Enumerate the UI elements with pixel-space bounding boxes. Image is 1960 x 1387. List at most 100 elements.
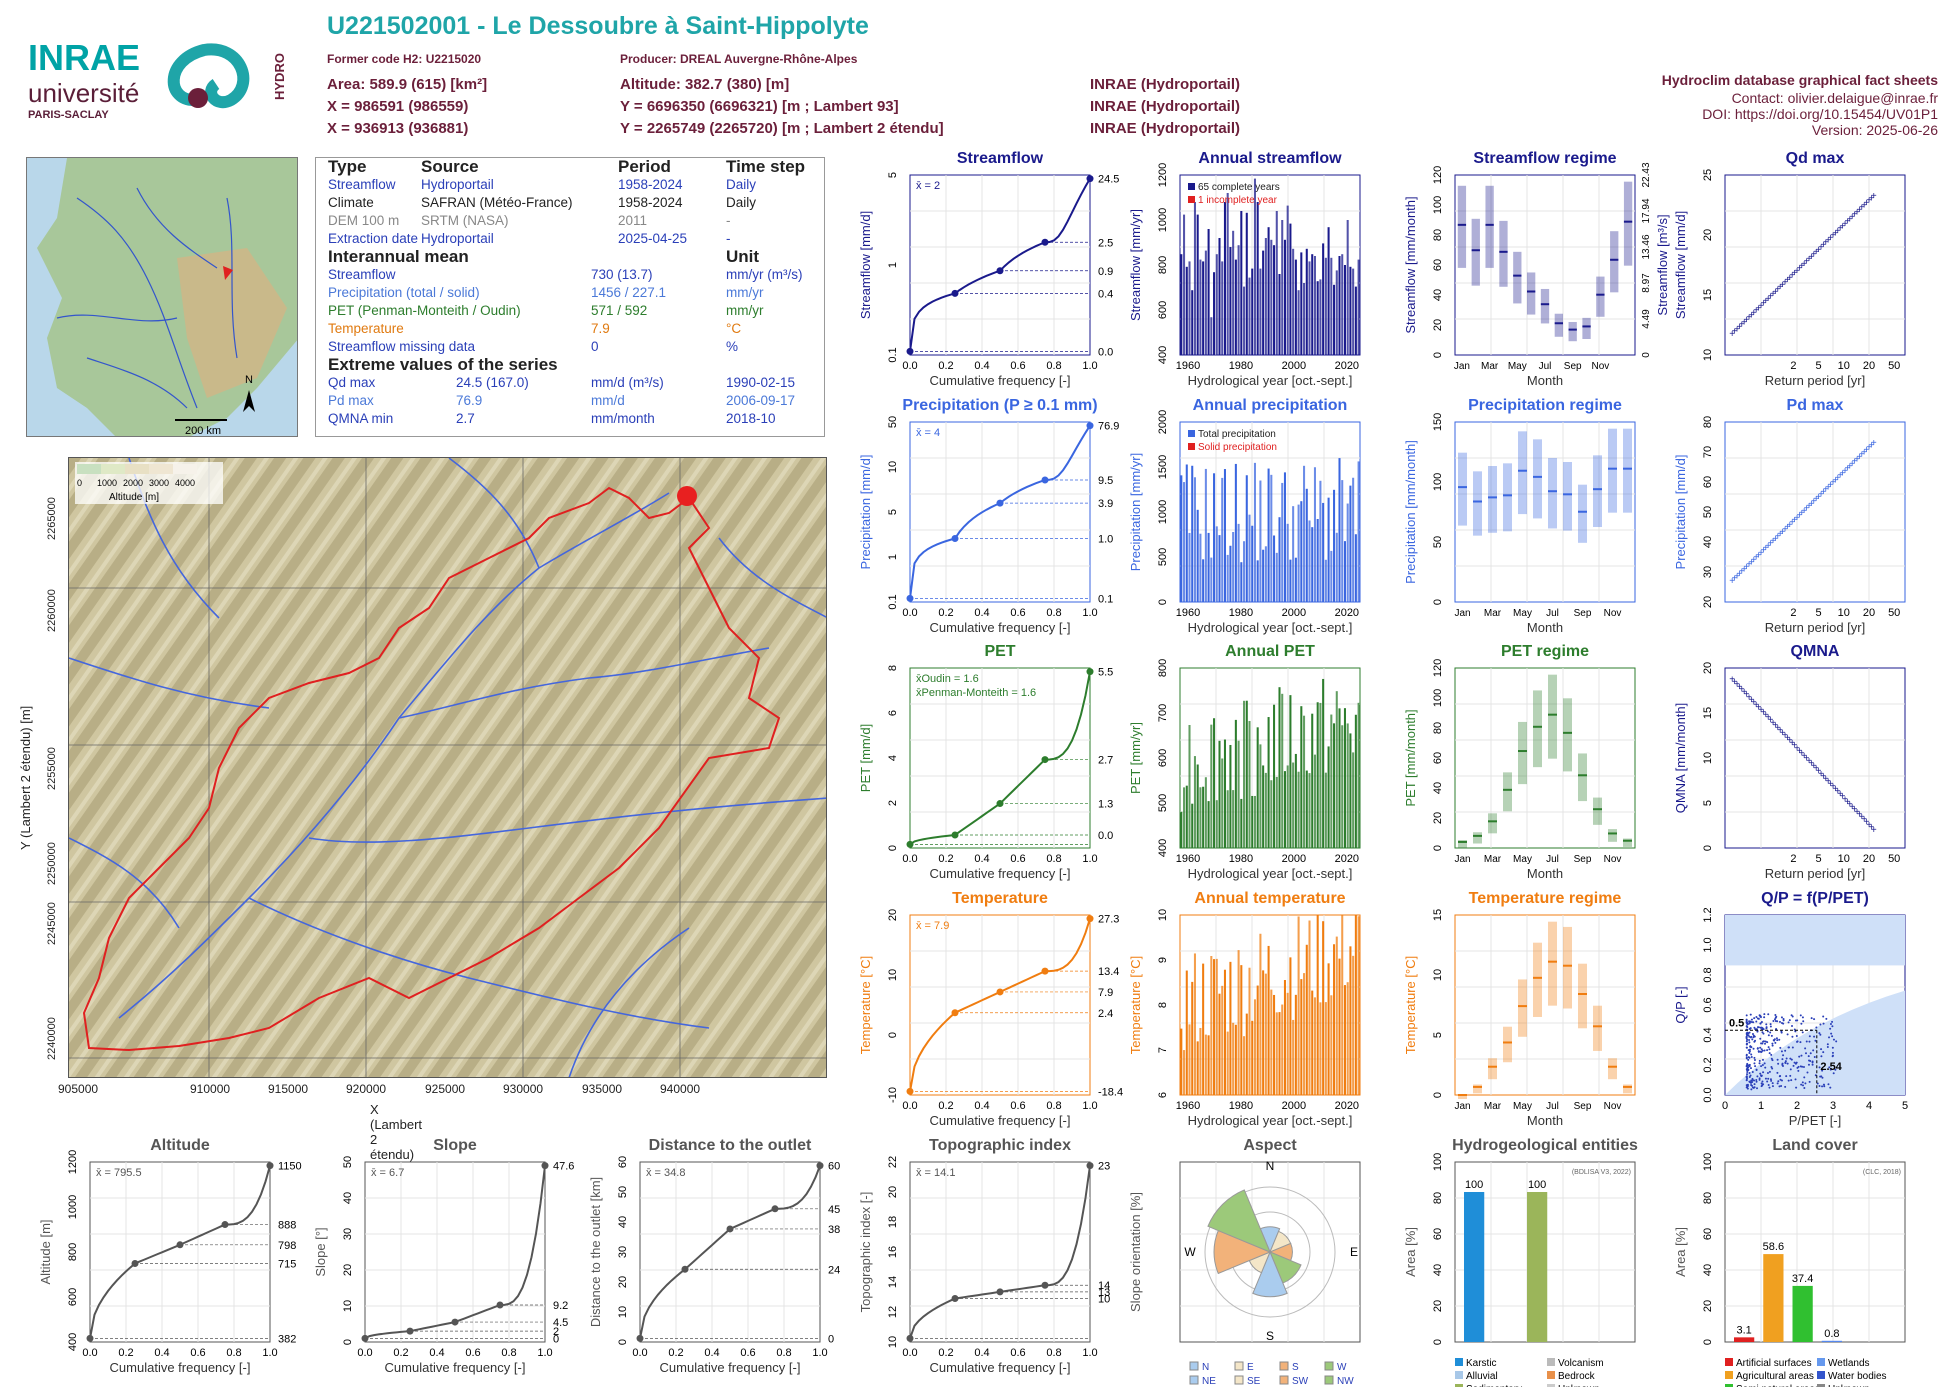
- legend-label: Wetlands: [1828, 1358, 1870, 1369]
- chart-title: Slope: [433, 1137, 477, 1154]
- bar: [1308, 773, 1311, 848]
- db-title: Hydroclim database graphical fact sheets: [1661, 72, 1938, 88]
- data-point: [1800, 1083, 1803, 1086]
- bar: [1213, 959, 1216, 1095]
- data-point: [1764, 1077, 1767, 1080]
- data-point: +: [1746, 560, 1752, 571]
- y-tick: 6: [887, 710, 899, 716]
- x-tick: 0.4: [974, 360, 989, 372]
- mean-value: 730 (13.7): [591, 267, 653, 282]
- plot-frame: [1454, 174, 1636, 356]
- data-point: +: [1770, 718, 1776, 729]
- data-point: +: [1856, 452, 1862, 463]
- data-point: +: [1828, 480, 1834, 491]
- x-axis-label: Hydrological year [oct.-sept.]: [1188, 620, 1353, 635]
- data-point: [1746, 1031, 1749, 1034]
- y-tick: 0: [1157, 599, 1169, 605]
- legend-swatch: [1455, 1371, 1463, 1379]
- plot-frame: [909, 421, 1091, 603]
- data-point: [1757, 1050, 1760, 1053]
- mean-unit: mm/yr: [726, 303, 764, 318]
- data-point: [1829, 1023, 1832, 1026]
- plot-area: Return period [yr] Streamflow [mm/d] 10 15 2…: [1673, 169, 1906, 388]
- data-point: [1791, 1025, 1794, 1028]
- y-tick: 50: [342, 1156, 354, 1168]
- box: [1471, 218, 1480, 286]
- bar: [1335, 936, 1338, 1095]
- data-point: [1828, 1036, 1831, 1039]
- north-arrow-icon: [243, 390, 255, 412]
- bar: [1349, 485, 1352, 602]
- bar: [1281, 220, 1284, 355]
- y-tick: 15: [1432, 909, 1444, 921]
- data-point: [1752, 1036, 1755, 1039]
- data-point: +: [1830, 782, 1836, 793]
- plot-frame: [1179, 667, 1361, 849]
- bar: [1316, 281, 1319, 355]
- data-point: +: [1789, 271, 1795, 282]
- y-tick: 150: [1432, 413, 1444, 431]
- box: [1548, 674, 1557, 759]
- cdf-point: [266, 1162, 274, 1170]
- y-tick: 20: [1432, 1300, 1444, 1312]
- data-point: +: [1804, 503, 1810, 514]
- bar: [1343, 985, 1346, 1095]
- data-point: [1758, 1059, 1761, 1062]
- bar: [1202, 963, 1205, 1095]
- box: [1608, 428, 1617, 513]
- x-tick: Mar: [1484, 1101, 1502, 1112]
- x-tick: 0.6: [1010, 607, 1025, 619]
- x-axis-label: Month: [1527, 620, 1563, 635]
- quantile-label: 23: [1098, 1161, 1110, 1173]
- y-tick: 15: [1702, 289, 1714, 301]
- bar: [1213, 473, 1216, 602]
- chart-title: Hydrogeological entities: [1452, 1137, 1638, 1154]
- y-tick: 1: [887, 554, 899, 560]
- cdf-point: [1086, 175, 1094, 183]
- x-tick: 0.2: [668, 1347, 683, 1359]
- data-point: +: [1756, 702, 1762, 713]
- data-point: +: [1748, 557, 1754, 568]
- data-point: +: [1744, 690, 1750, 701]
- data-point: +: [1820, 771, 1826, 782]
- data-point: +: [1796, 746, 1802, 757]
- y-tick: 70: [1702, 446, 1714, 458]
- bar: [1202, 786, 1205, 848]
- quantile-label: 9.2: [553, 1300, 568, 1312]
- legend-swatch: [1188, 430, 1195, 437]
- legend-swatch: [1725, 1358, 1733, 1366]
- data-point: [1759, 1022, 1762, 1025]
- hydro-text: HYDRO: [272, 53, 287, 100]
- bar: [1273, 704, 1276, 848]
- data-point: +: [1818, 242, 1824, 253]
- bar: [1237, 740, 1240, 848]
- data-point: [1790, 1058, 1793, 1061]
- data-point: [1764, 1040, 1767, 1043]
- bar: [1248, 514, 1251, 602]
- bar: [1191, 465, 1194, 602]
- bar: [1335, 532, 1338, 602]
- box: [1473, 1084, 1482, 1094]
- x-tick: 0.6: [1010, 360, 1025, 372]
- bar: [1300, 501, 1303, 602]
- data-point: [1745, 1033, 1748, 1036]
- data-point: +: [1871, 825, 1877, 836]
- box: [1593, 455, 1602, 528]
- y-axis-label: PET [mm/yr]: [1128, 722, 1143, 794]
- y-tick: 40: [1432, 782, 1444, 794]
- data-point: [1791, 1015, 1794, 1018]
- data-point: +: [1864, 817, 1870, 828]
- data-point: [1834, 1068, 1837, 1071]
- bar: [1180, 1028, 1183, 1095]
- x-tick: 0.8: [1046, 607, 1061, 619]
- legend-label: E: [1247, 1362, 1254, 1373]
- row-source: SAFRAN (Météo-France): [421, 195, 573, 210]
- y-tick: 20: [887, 909, 899, 921]
- data-point: +: [1866, 196, 1872, 207]
- bar: [1223, 469, 1226, 602]
- data-point: [1821, 1076, 1824, 1079]
- quantile-label: 0.0: [1098, 830, 1113, 842]
- data-point: [1767, 1013, 1770, 1016]
- bar: [1294, 753, 1297, 848]
- data-point: +: [1753, 306, 1759, 317]
